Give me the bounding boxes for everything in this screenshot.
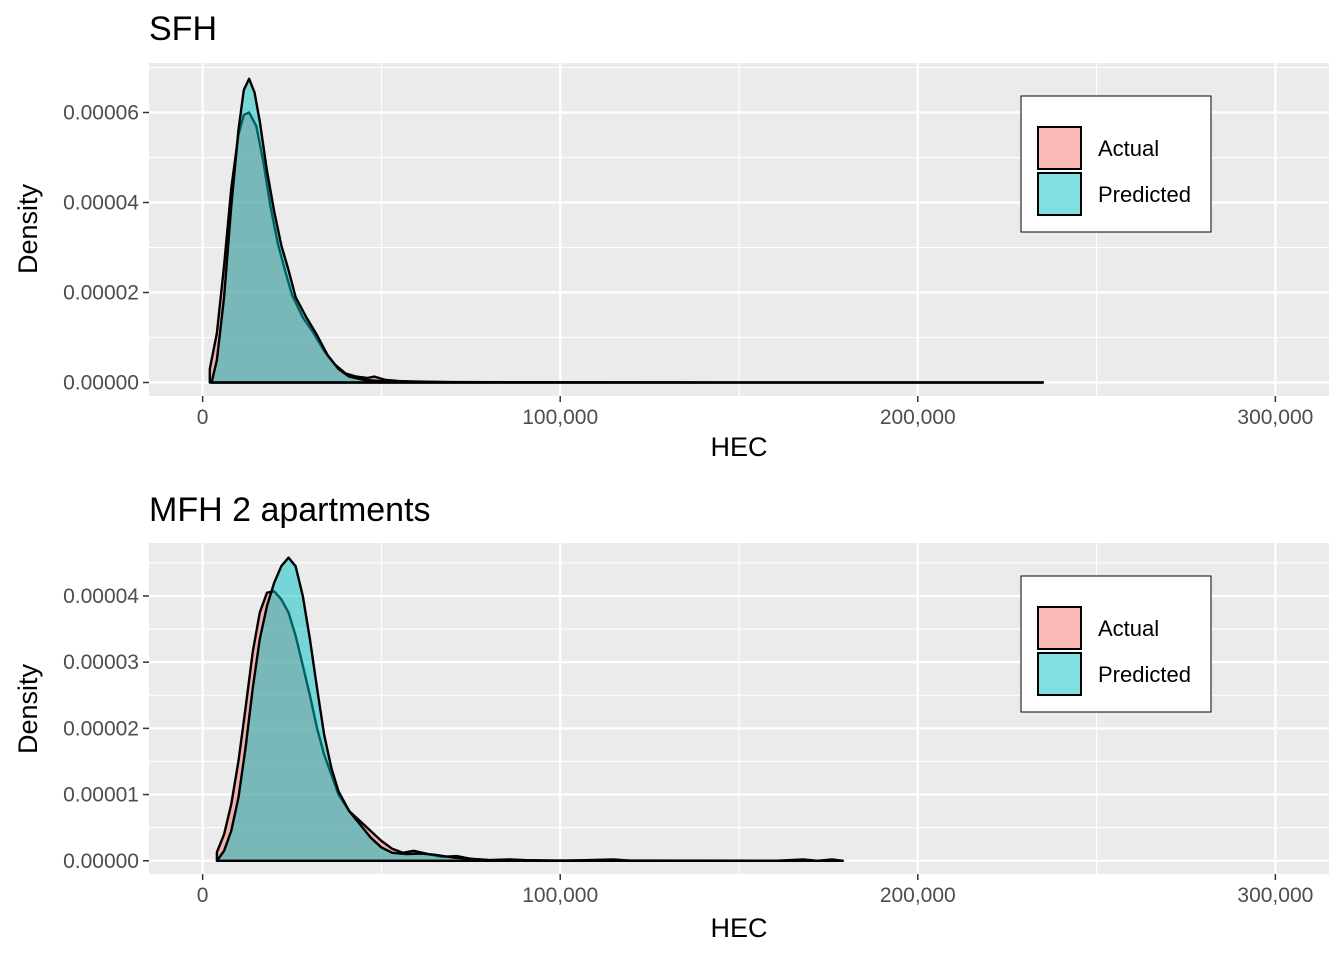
y-tick-label: 0.00006 (63, 102, 139, 125)
legend: Actual Predicted (1020, 575, 1212, 713)
legend-key-predicted (1037, 172, 1082, 216)
y-tick-label: 0.00001 (63, 784, 139, 807)
chart-sfh: SFH 0.00000 0.00002 0.00004 0.00006 0 100,00… (13, 10, 1329, 462)
y-tick-label: 0.00004 (63, 585, 139, 608)
y-tick-label: 0.00000 (63, 850, 139, 873)
x-tick-label: 100,000 (522, 406, 598, 429)
x-axis-label: HEC (710, 913, 767, 943)
x-tick-label: 0 (197, 884, 209, 907)
x-axis-ticks: 0 100,000 200,000 300,000 (197, 396, 1313, 429)
legend-key-actual (1037, 606, 1082, 650)
y-tick-label: 0.00000 (63, 372, 139, 395)
density-series (215, 556, 844, 862)
y-tick-label: 0.00002 (63, 282, 139, 305)
y-axis-ticks: 0.00000 0.00002 0.00004 0.00006 (63, 102, 149, 395)
legend-label-actual: Actual (1098, 616, 1159, 641)
x-tick-label: 200,000 (880, 406, 956, 429)
legend-label-predicted: Predicted (1098, 662, 1191, 687)
density-area-predicted (215, 556, 844, 862)
chart-mfh-2-apartments: MFH 2 apartments 0.000000.000010.000020.… (13, 491, 1329, 943)
legend-label-predicted: Predicted (1098, 182, 1191, 207)
density-series (208, 77, 1045, 384)
legend-key-predicted (1037, 652, 1082, 696)
y-tick-label: 0.00004 (63, 192, 139, 215)
y-axis-label: Density (13, 663, 43, 754)
chart-title: MFH 2 apartments (149, 491, 431, 529)
y-axis-label: Density (13, 183, 43, 274)
chart-title: SFH (149, 10, 217, 48)
legend-label-actual: Actual (1098, 136, 1159, 161)
x-tick-label: 200,000 (880, 884, 956, 907)
legend: Actual Predicted (1020, 95, 1212, 233)
y-axis-ticks: 0.00000 0.00001 0.00002 0.00003 0.00004 (63, 585, 149, 873)
y-tick-label: 0.00002 (63, 717, 139, 740)
x-axis-ticks: 0 100,000 200,000 300,000 (197, 874, 1313, 907)
x-axis-label: HEC (710, 432, 767, 462)
x-tick-label: 300,000 (1237, 884, 1313, 907)
x-tick-label: 0 (197, 406, 209, 429)
legend-key-actual (1037, 126, 1082, 170)
density-area-predicted (210, 77, 1045, 384)
y-tick-label: 0.00003 (63, 651, 139, 674)
x-tick-label: 300,000 (1237, 406, 1313, 429)
x-tick-label: 100,000 (522, 884, 598, 907)
grid-lines (149, 543, 1329, 874)
